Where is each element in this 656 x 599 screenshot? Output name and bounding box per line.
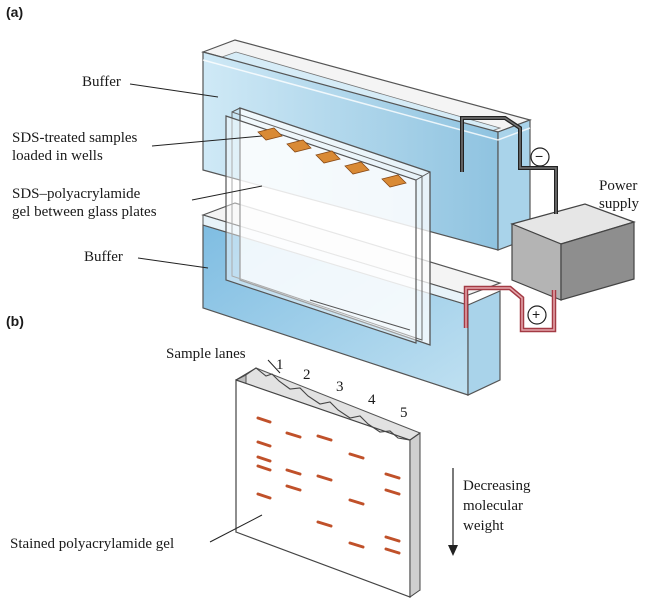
band-lane5-2 [384,488,401,496]
glass-plates [225,107,431,346]
lane-number-5: 5 [400,405,408,421]
direction-label-line1: Decreasing [463,478,531,494]
panel-b-label: (b) [6,313,24,329]
buffer-bottom-label: Buffer [84,249,123,265]
minus-symbol: − [535,148,544,164]
plus-symbol: + [532,306,541,322]
sample-well-1 [257,127,283,141]
band-lane2-1 [285,431,302,439]
band-lane5-4 [384,547,401,555]
sample-lanes-label: Sample lanes [166,346,246,362]
lane-number-4: 4 [368,392,376,408]
band-lane5-1 [384,472,401,480]
sample-well-4 [344,161,370,175]
sample-well-5 [381,174,407,188]
band-lane4-3 [348,541,365,549]
gel-label-line2: gel between glass plates [12,204,157,220]
stained-gel-slab [235,367,421,598]
sds-samples-label-line1: SDS-treated samples [12,130,138,146]
direction-label-line3: weight [463,518,504,534]
band-lane1-4 [256,464,272,472]
band-lane1-1 [256,416,272,424]
lane-number-1: 1 [276,357,284,373]
band-lane2-3 [285,484,302,492]
band-lane3-1 [316,434,333,442]
band-lane3-2 [316,474,333,482]
band-lane4-1 [348,452,365,460]
band-lane4-2 [348,498,365,506]
buffer-top-label: Buffer [82,74,121,90]
leader-sample-lanes [267,359,281,374]
sample-well-2 [286,139,312,153]
sample-well-3 [315,150,341,164]
power-supply-box [510,203,636,301]
power-supply-label-line1: Power [599,178,638,194]
decreasing-mw-arrow-icon [448,468,458,556]
lane-number-2: 2 [303,367,311,383]
leader-buffer-bottom [137,257,209,269]
lane-number-3: 3 [336,379,344,395]
band-lane5-3 [384,535,401,543]
panel-a-label: (a) [6,4,24,20]
leader-stained-gel [209,514,263,543]
leader-gel [191,185,263,201]
band-lane1-2 [256,440,272,448]
sds-samples-label-line2: loaded in wells [12,148,103,164]
anode-wire [463,285,557,333]
leader-buffer-top [129,83,219,98]
band-lane1-5 [256,492,272,500]
band-lane1-3 [256,455,272,463]
stained-gel-label: Stained polyacrylamide gel [10,536,175,552]
band-lane2-2 [285,468,302,476]
gel-label-line1: SDS–polyacrylamide [12,186,141,202]
anode-plus-icon [527,305,547,325]
cathode-minus-icon [530,147,550,167]
band-lane3-3 [316,520,333,528]
cathode-wire [460,116,558,214]
power-supply-label-line2: supply [599,196,640,212]
gel-bands [256,416,401,555]
direction-label-line2: molecular [463,498,523,514]
leader-sds-samples [151,135,263,147]
